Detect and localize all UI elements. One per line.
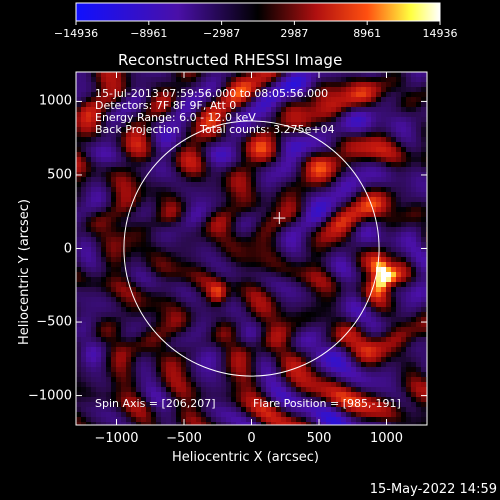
y-tick-label: −1000 bbox=[28, 388, 72, 404]
x-axis-label: Heliocentric X (arcsec) bbox=[172, 450, 319, 465]
colorbar-tick-label: 2987 bbox=[280, 27, 309, 40]
x-tick-label: 500 bbox=[306, 431, 332, 446]
colorbar-tick-label: −8961 bbox=[130, 27, 168, 40]
heatmap bbox=[76, 72, 427, 425]
x-tick-label: −500 bbox=[166, 431, 202, 446]
x-tick-label: 0 bbox=[247, 431, 256, 446]
info-total-counts: Total counts: 3.275e+04 bbox=[200, 123, 335, 136]
colorbar-tick-label: −2987 bbox=[202, 27, 241, 40]
y-axis-label: Heliocentric Y (arcsec) bbox=[17, 199, 32, 345]
chart-title: Reconstructed RHESSI Image bbox=[118, 51, 343, 69]
colorbar bbox=[75, 2, 441, 22]
x-tick-label: 1000 bbox=[369, 431, 404, 446]
info-time-range: 15-Jul-2013 07:59:56.000 to 08:05:56.000 bbox=[95, 87, 329, 100]
info-detectors: Detectors: 7F 8F 9F, Att 0 bbox=[95, 99, 237, 112]
spin-axis-label: Spin Axis = [206,207] bbox=[95, 397, 216, 410]
timestamp: 15-May-2022 14:59 bbox=[369, 482, 497, 497]
y-tick-label: 1000 bbox=[38, 93, 72, 109]
y-tick-label: 0 bbox=[63, 241, 72, 256]
y-tick-label: 500 bbox=[47, 167, 72, 183]
axis-ticks bbox=[76, 72, 427, 425]
colorbar-tick-label: 8961 bbox=[353, 27, 382, 40]
x-tick-label: −1000 bbox=[94, 431, 139, 446]
colorbar-tick-label: −14936 bbox=[53, 27, 99, 40]
solar-limb-circle bbox=[123, 120, 380, 377]
y-tick-label: −500 bbox=[36, 314, 72, 330]
colorbar-ticks bbox=[75, 21, 441, 25]
spin-axis-marker bbox=[273, 212, 286, 225]
info-energy-range: Energy Range: 6.0 - 12.0 keV bbox=[95, 111, 256, 124]
flare-position-label: Flare Position = [985,-191] bbox=[253, 397, 401, 410]
colorbar-tick-label: 14936 bbox=[422, 27, 458, 40]
info-method: Back Projection bbox=[95, 123, 180, 136]
